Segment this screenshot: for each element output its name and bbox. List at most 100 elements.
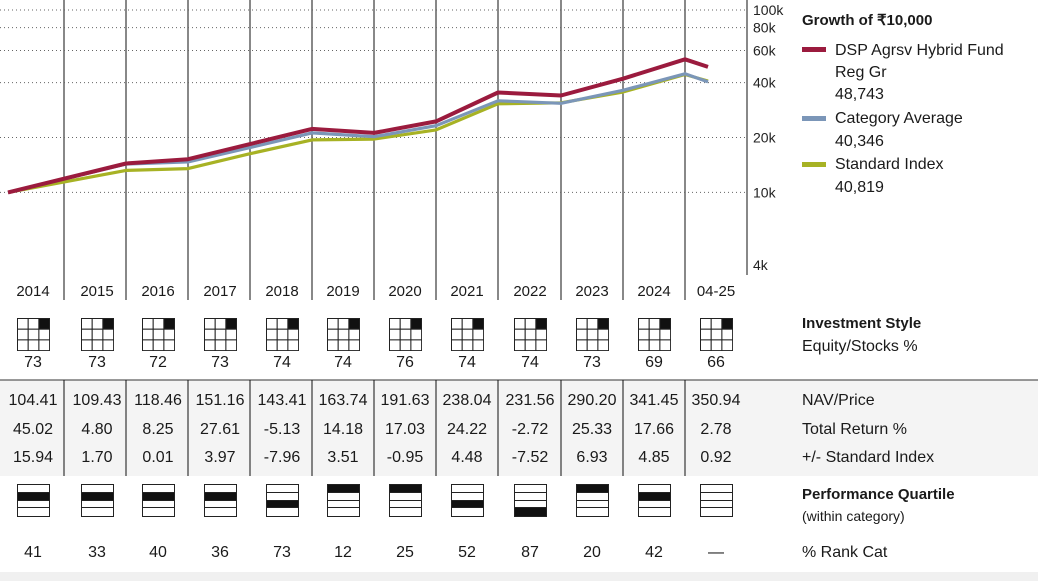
style-box-icon [266, 318, 300, 352]
vs-index-label: +/- Standard Index [802, 449, 935, 466]
y-tick-label: 40k [753, 75, 777, 91]
vs-index-value: -7.52 [511, 449, 549, 466]
quartile-cell [577, 493, 608, 501]
quartile-cell [18, 501, 49, 509]
rank-value: 25 [396, 544, 414, 561]
quartile-cell [577, 508, 608, 516]
nav-value: 191.63 [380, 392, 430, 409]
vs-index-value: -7.96 [263, 449, 301, 466]
style-box-icon [638, 318, 672, 352]
total-return-value: 25.33 [571, 421, 613, 438]
quartile-box [638, 484, 671, 517]
total-return-value: -5.13 [263, 421, 301, 438]
legend-index-value: 40,819 [835, 179, 884, 196]
quartile-cell [701, 485, 732, 493]
quartile-cell [205, 508, 236, 516]
nav-value: 341.45 [629, 392, 679, 409]
legend-category-name: Category Average [835, 110, 963, 127]
quartile-cell [452, 508, 483, 516]
quartile-box [204, 484, 237, 517]
quartile-cell [639, 501, 670, 509]
footer-band [0, 572, 1038, 581]
style-box-icon [576, 318, 610, 352]
quartile-cell [515, 508, 546, 516]
quartile-box [327, 484, 360, 517]
quartile-cell [328, 493, 359, 501]
legend-category-value: 40,346 [835, 133, 884, 150]
quartile-cell [328, 508, 359, 516]
quartile-cell [390, 493, 421, 501]
quartile-cell [701, 501, 732, 509]
style-box-icon [17, 318, 51, 352]
quartile-cell [452, 493, 483, 501]
equity-value: 72 [149, 354, 167, 371]
quartile-cell [639, 485, 670, 493]
year-label: 2022 [513, 283, 547, 300]
quartile-cell [18, 508, 49, 516]
quartile-cell [82, 492, 113, 501]
vs-index-value: -0.95 [386, 449, 424, 466]
quartile-box [576, 484, 609, 517]
rank-value: 87 [521, 544, 539, 561]
year-label: 2015 [80, 283, 114, 300]
total-return-value: 17.66 [633, 421, 675, 438]
quartile-box [700, 484, 733, 517]
nav-label: NAV/Price [802, 392, 875, 409]
quartile-cell [82, 485, 113, 493]
equity-value: 73 [211, 354, 229, 371]
year-label: 2023 [575, 283, 609, 300]
quartile-cell [143, 508, 174, 516]
total-return-value: 24.22 [446, 421, 488, 438]
quartile-cell [328, 485, 359, 493]
equity-value: 69 [645, 354, 663, 371]
quartile-cell [577, 501, 608, 509]
quartile-cell [639, 508, 670, 516]
year-label: 2016 [141, 283, 175, 300]
vs-index-value: 6.93 [576, 449, 608, 466]
quartile-cell [515, 493, 546, 501]
total-return-value: 17.03 [384, 421, 426, 438]
rank-value: 12 [334, 544, 352, 561]
year-label: 2014 [16, 283, 50, 300]
style-sublabel: Equity/Stocks % [802, 338, 918, 355]
y-tick-label: 10k [753, 184, 777, 200]
quartile-cell [452, 500, 483, 509]
y-tick-label: 100k [753, 2, 784, 18]
quartile-cell [515, 485, 546, 493]
year-label: 2019 [326, 283, 360, 300]
rank-value: 52 [458, 544, 476, 561]
quartile-cell [390, 501, 421, 509]
legend-fund-name: DSP Agrsv Hybrid Fund Reg Gr [835, 42, 1004, 81]
total-return-value: 8.25 [142, 421, 174, 438]
year-label: 2020 [388, 283, 422, 300]
quartile-cell [143, 501, 174, 509]
total-return-label: Total Return % [802, 421, 907, 438]
series-line-category [7, 72, 709, 194]
equity-value: 74 [521, 354, 539, 371]
quartile-box [389, 484, 422, 517]
nav-value: 143.41 [257, 392, 307, 409]
y-tick-label: 20k [753, 130, 777, 146]
nav-value: 231.56 [505, 392, 555, 409]
quartile-cell [639, 492, 670, 501]
index-swatch [802, 162, 826, 167]
quartile-cell [143, 492, 174, 501]
quartile-cell [701, 493, 732, 501]
style-box-icon [514, 318, 548, 352]
rank-value: 41 [24, 544, 42, 561]
nav-value: 118.46 [134, 392, 182, 409]
nav-value: 290.20 [567, 392, 617, 409]
nav-value: 163.74 [318, 392, 368, 409]
nav-value: 109.43 [72, 392, 122, 409]
vs-index-value: 0.01 [142, 449, 174, 466]
equity-value: 73 [24, 354, 42, 371]
quartile-cell [143, 485, 174, 493]
style-label: Investment Style [802, 315, 922, 332]
quartile-box [451, 484, 484, 517]
style-box-icon [700, 318, 734, 352]
nav-value: 104.41 [8, 392, 58, 409]
quartile-cell [82, 501, 113, 509]
equity-value: 74 [334, 354, 352, 371]
quartile-cell [205, 485, 236, 493]
